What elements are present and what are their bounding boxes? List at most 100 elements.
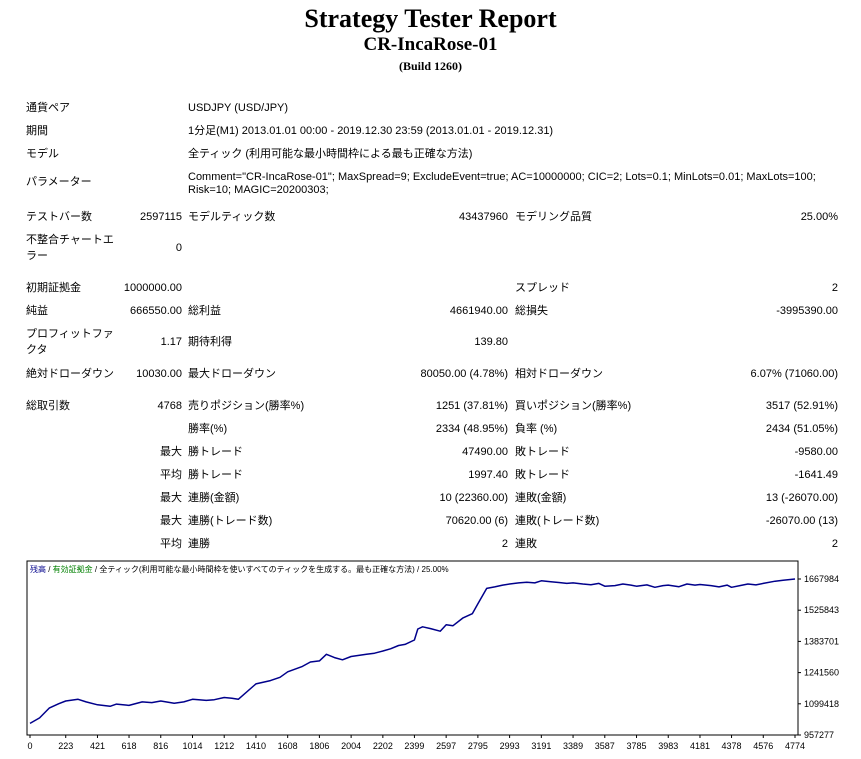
x-tick-label: 2795 bbox=[468, 741, 488, 751]
legend-separator-1: / bbox=[46, 565, 53, 574]
x-tick-label: 1410 bbox=[246, 741, 266, 751]
maximal-consecutive-prefix: 最大 bbox=[160, 515, 182, 527]
x-tick-label: 1014 bbox=[182, 741, 202, 751]
average-loss-label: 敗トレード bbox=[515, 469, 570, 481]
params-label: パラメーター bbox=[26, 176, 92, 188]
spread-label: スプレッド bbox=[515, 282, 570, 294]
x-tick-label: 3389 bbox=[563, 741, 583, 751]
absolute-drawdown-label: 絶対ドローダウン bbox=[26, 368, 114, 380]
maximal-drawdown-label: 最大ドローダウン bbox=[188, 368, 276, 380]
average-consecutive-prefix: 平均 bbox=[160, 538, 182, 550]
spread-value: 2 bbox=[831, 282, 838, 294]
symbol-label: 通貨ペア bbox=[26, 102, 70, 114]
ea-name: CR-IncaRose-01 bbox=[363, 34, 498, 55]
largest-loss-value: -9580.00 bbox=[794, 446, 838, 458]
relative-drawdown-value: 6.07% (71060.00) bbox=[750, 368, 838, 380]
y-tick-label: 1241560 bbox=[804, 668, 839, 678]
period-label: 期間 bbox=[26, 125, 48, 137]
mismatch-label-line1: 不整合チャートエ bbox=[26, 234, 114, 246]
profit-factor-label-line1: プロフィットファ bbox=[26, 328, 114, 340]
max-consecutive-prefix: 最大 bbox=[160, 492, 182, 504]
maximal-consecutive-profit-label: 連勝(トレード数) bbox=[188, 515, 273, 527]
max-consecutive-wins-label: 連勝(金額) bbox=[188, 492, 240, 504]
symbol-value: USDJPY (USD/JPY) bbox=[188, 102, 289, 114]
x-tick-label: 2597 bbox=[436, 741, 456, 751]
chart-legend: 残高 / 有効証拠金 / 全ティック(利用可能な最小時間枠を使いすべてのティック… bbox=[30, 564, 449, 574]
report-title: Strategy Tester Report bbox=[304, 4, 557, 33]
ticks-value: 43437960 bbox=[459, 211, 508, 223]
mismatch-value: 0 bbox=[175, 242, 182, 254]
profit-factor-label-line2: クタ bbox=[26, 344, 48, 356]
total-trades-label: 総取引数 bbox=[26, 400, 70, 412]
bars-value: 2597115 bbox=[139, 211, 182, 223]
y-tick-label: 1383701 bbox=[804, 636, 839, 646]
x-tick-label: 223 bbox=[58, 741, 73, 751]
x-tick-label: 3191 bbox=[531, 741, 551, 751]
long-positions-label: 買いポジション(勝率%) bbox=[515, 400, 632, 412]
maximal-drawdown-value: 80050.00 (4.78%) bbox=[420, 368, 508, 380]
long-positions-value: 3517 (52.91%) bbox=[765, 400, 838, 412]
maximal-consecutive-loss-value: -26070.00 (13) bbox=[765, 515, 838, 527]
legend-separator-3: / bbox=[415, 565, 422, 574]
legend-equity: 有効証拠金 bbox=[53, 564, 93, 574]
build-number: (Build 1260) bbox=[398, 59, 462, 73]
x-tick-label: 2399 bbox=[404, 741, 424, 751]
x-tick-label: 4181 bbox=[690, 741, 710, 751]
y-tick-label: 957277 bbox=[804, 730, 834, 740]
largest-profit-value: 47490.00 bbox=[462, 446, 508, 458]
quality-label: モデリング品質 bbox=[515, 211, 592, 223]
average-loss-value: -1641.49 bbox=[794, 469, 838, 481]
largest-prefix: 最大 bbox=[160, 446, 182, 458]
gross-profit-value: 4661940.00 bbox=[449, 305, 508, 317]
deposit-label: 初期証拠金 bbox=[26, 282, 81, 294]
model-value: 全ティック (利用可能な最小時間枠による最も正確な方法) bbox=[188, 148, 473, 160]
profit-trades-label: 勝率(%) bbox=[188, 423, 228, 435]
x-tick-label: 4378 bbox=[722, 741, 742, 751]
x-tick-label: 1608 bbox=[278, 741, 298, 751]
average-consecutive-losses-label: 連敗 bbox=[515, 538, 537, 550]
x-tick-label: 2993 bbox=[500, 741, 520, 751]
maximal-consecutive-profit-value: 70620.00 (6) bbox=[445, 515, 508, 527]
profit-trades-value: 2334 (48.95%) bbox=[435, 423, 508, 435]
expected-payoff-value: 139.80 bbox=[474, 336, 508, 348]
gross-profit-label: 総利益 bbox=[188, 305, 221, 317]
legend-model: 全ティック(利用可能な最小時間枠を使いすべてのティックを生成する。最も正確な方法… bbox=[99, 564, 415, 574]
x-tick-label: 1806 bbox=[309, 741, 329, 751]
x-tick-label: 3785 bbox=[627, 741, 647, 751]
loss-trades-label: 負率 (%) bbox=[515, 423, 558, 435]
average-prefix: 平均 bbox=[160, 469, 182, 481]
balance-line bbox=[29, 578, 796, 725]
short-positions-value: 1251 (37.81%) bbox=[435, 400, 508, 412]
plot-frame bbox=[26, 560, 799, 736]
average-profit-label: 勝トレード bbox=[188, 469, 243, 481]
relative-drawdown-label: 相対ドローダウン bbox=[515, 368, 603, 380]
x-tick-label: 1212 bbox=[214, 741, 234, 751]
x-tick-label: 4576 bbox=[753, 741, 773, 751]
maximal-consecutive-loss-label: 連敗(トレード数) bbox=[515, 515, 600, 527]
period-value: 1分足(M1) 2013.01.01 00:00 - 2019.12.30 23… bbox=[188, 125, 554, 137]
x-tick-label: 816 bbox=[153, 741, 168, 751]
x-tick-label: 618 bbox=[122, 741, 137, 751]
average-consecutive-wins-value: 2 bbox=[501, 538, 508, 550]
y-tick-label: 1525843 bbox=[804, 605, 839, 615]
largest-profit-label: 勝トレード bbox=[188, 446, 243, 458]
short-positions-label: 売りポジション(勝率%) bbox=[188, 400, 305, 412]
average-consecutive-wins-label: 連勝 bbox=[188, 538, 210, 550]
absolute-drawdown-value: 10030.00 bbox=[136, 368, 182, 380]
profit-factor-value: 1.17 bbox=[160, 336, 182, 348]
max-consecutive-wins-value: 10 (22360.00) bbox=[439, 492, 509, 504]
net-profit-label: 純益 bbox=[26, 305, 48, 317]
params-value-line2: Risk=10; MAGIC=20200303; bbox=[188, 184, 329, 196]
total-trades-value: 4768 bbox=[157, 400, 182, 412]
average-consecutive-losses-value: 2 bbox=[831, 538, 838, 550]
quality-value: 25.00% bbox=[800, 211, 838, 223]
y-tick-label: 1099418 bbox=[804, 699, 839, 709]
legend-separator-2: / bbox=[93, 565, 100, 574]
x-tick-label: 3587 bbox=[595, 741, 615, 751]
gross-loss-value: -3995390.00 bbox=[776, 305, 838, 317]
max-consecutive-losses-value: 13 (-26070.00) bbox=[765, 492, 838, 504]
y-tick-label: 1667984 bbox=[804, 574, 839, 584]
mismatch-label-line2: ラー bbox=[26, 250, 48, 262]
deposit-value: 1000000.00 bbox=[123, 282, 182, 294]
balance-chart: 残高 / 有効証拠金 / 全ティック(利用可能な最小時間枠を使いすべてのティック… bbox=[26, 560, 839, 751]
